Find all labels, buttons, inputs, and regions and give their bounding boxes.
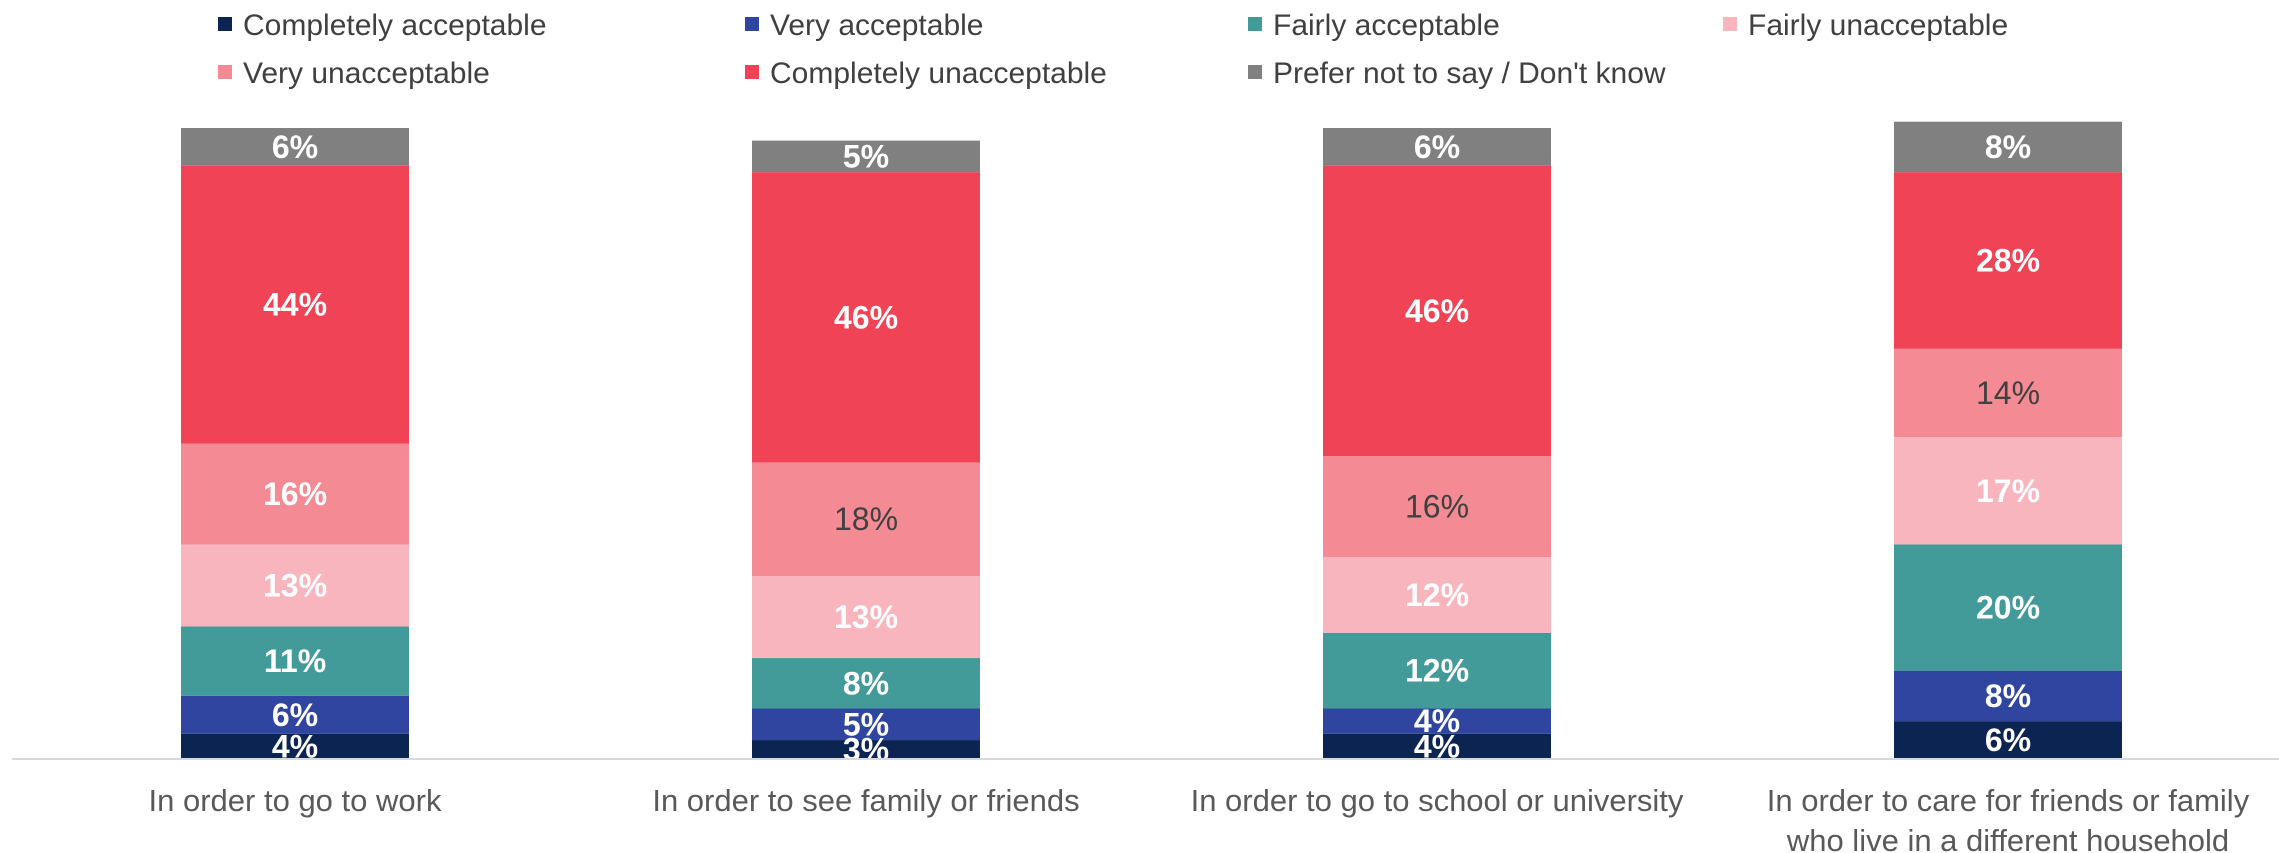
legend-swatch (218, 65, 232, 79)
data-label: 46% (834, 299, 898, 335)
data-label: 13% (263, 567, 327, 603)
data-label: 18% (834, 501, 898, 537)
bar-segment-prefer-not-to-say-don-t-know (1323, 128, 1551, 166)
bar-segment-completely-acceptable (181, 733, 409, 759)
bar-segment-very-unacceptable (1323, 456, 1551, 558)
legend-swatch (218, 17, 232, 31)
legend-label: Prefer not to say / Don't know (1273, 57, 1666, 90)
bar-segment-very-acceptable (752, 708, 980, 741)
data-label: 11% (264, 643, 326, 679)
bar-segment-very-acceptable (1894, 670, 2122, 722)
bar-segment-completely-unacceptable (1894, 172, 2122, 349)
data-label: 6% (1414, 129, 1460, 165)
bar-segment-very-unacceptable (181, 443, 409, 545)
bar-segment-fairly-acceptable (1323, 632, 1551, 709)
bar-segment-very-acceptable (181, 695, 409, 734)
bar-1 (181, 128, 409, 759)
legend-item-very-unacceptable: Very unacceptable (218, 57, 490, 90)
legend-item-fairly-unacceptable: Fairly unacceptable (1723, 9, 2008, 42)
legend-swatch (745, 17, 759, 31)
bar-segment-very-acceptable (1323, 708, 1551, 734)
bar-4 (1894, 121, 2122, 759)
legend-swatch (1723, 17, 1737, 31)
bar-segment-completely-acceptable (752, 740, 980, 759)
x-axis-labels: In order to go to work In order to see fa… (149, 783, 2250, 853)
data-label: 14% (1976, 375, 2040, 411)
bar-segment-completely-unacceptable (181, 165, 409, 444)
bar-segment-fairly-acceptable (181, 626, 409, 696)
bar-segment-fairly-unacceptable (752, 576, 980, 659)
bar-segment-completely-unacceptable (752, 172, 980, 463)
bar-segment-very-unacceptable (1894, 348, 2122, 438)
bar-segment-prefer-not-to-say-don-t-know (181, 128, 409, 166)
bar-segment-fairly-unacceptable (1323, 557, 1551, 633)
data-label: 46% (1405, 293, 1469, 329)
data-label: 8% (843, 665, 889, 701)
data-label: 16% (1405, 489, 1469, 525)
category-label: In order to go to work (149, 783, 442, 818)
data-label: 17% (1976, 473, 2040, 509)
bar-segment-fairly-unacceptable (1894, 437, 2122, 545)
category-label: In order to care for friends or family (1767, 783, 2250, 818)
legend-label: Very unacceptable (243, 57, 490, 90)
data-label: 5% (843, 706, 889, 742)
bar-segment-prefer-not-to-say-don-t-know (752, 140, 980, 173)
bar-segment-fairly-acceptable (752, 658, 980, 709)
data-label: 5% (843, 138, 889, 174)
legend-label: Completely unacceptable (770, 57, 1107, 90)
data-label: 20% (1976, 590, 2040, 626)
bar-2 (752, 140, 980, 759)
data-label: 3% (843, 732, 889, 768)
category-label: In order to go to school or university (1191, 783, 1684, 818)
data-label: 16% (263, 476, 327, 512)
bar-segment-fairly-acceptable (1894, 544, 2122, 671)
data-label: 4% (1414, 703, 1460, 739)
legend-item-prefer-not-to-say-don-t-know: Prefer not to say / Don't know (1248, 57, 1666, 90)
legend-swatch (745, 65, 759, 79)
legend: Completely acceptable Very acceptable Fair… (218, 9, 2008, 90)
data-label: 28% (1976, 243, 2040, 279)
legend-item-completely-acceptable: Completely acceptable (218, 9, 547, 42)
bar-segment-very-unacceptable (752, 462, 980, 577)
legend-item-completely-unacceptable: Completely unacceptable (745, 57, 1107, 90)
legend-swatch (1248, 65, 1262, 79)
data-label: 12% (1405, 653, 1469, 689)
legend-label: Completely acceptable (243, 9, 547, 42)
category-label: who live in a different household (1786, 823, 2229, 853)
legend-label: Very acceptable (770, 9, 983, 42)
legend-label: Fairly unacceptable (1748, 9, 2008, 42)
bar-segment-completely-acceptable (1894, 721, 2122, 759)
data-label: 6% (272, 697, 318, 733)
bar-segment-fairly-unacceptable (181, 544, 409, 627)
legend-item-very-acceptable: Very acceptable (745, 9, 983, 42)
bar-segment-completely-unacceptable (1323, 165, 1551, 457)
data-label: 8% (1985, 129, 2031, 165)
data-label: 44% (263, 287, 327, 323)
bar-segment-completely-acceptable (1323, 733, 1551, 759)
bar-3 (1323, 128, 1551, 759)
data-label: 12% (1405, 577, 1469, 613)
data-label: 6% (272, 129, 318, 165)
data-label: 13% (834, 599, 898, 635)
legend-swatch (1248, 17, 1262, 31)
bar-segment-prefer-not-to-say-don-t-know (1894, 121, 2122, 173)
data-label: 6% (1985, 722, 2031, 758)
category-label: In order to see family or friends (652, 783, 1079, 818)
legend-label: Fairly acceptable (1273, 9, 1500, 42)
legend-item-fairly-acceptable: Fairly acceptable (1248, 9, 1500, 42)
plot-area: 4%6%11%13%16%44%6%3%5%8%13%18%46%5%4%4%1… (181, 121, 2122, 768)
data-label: 8% (1985, 678, 2031, 714)
